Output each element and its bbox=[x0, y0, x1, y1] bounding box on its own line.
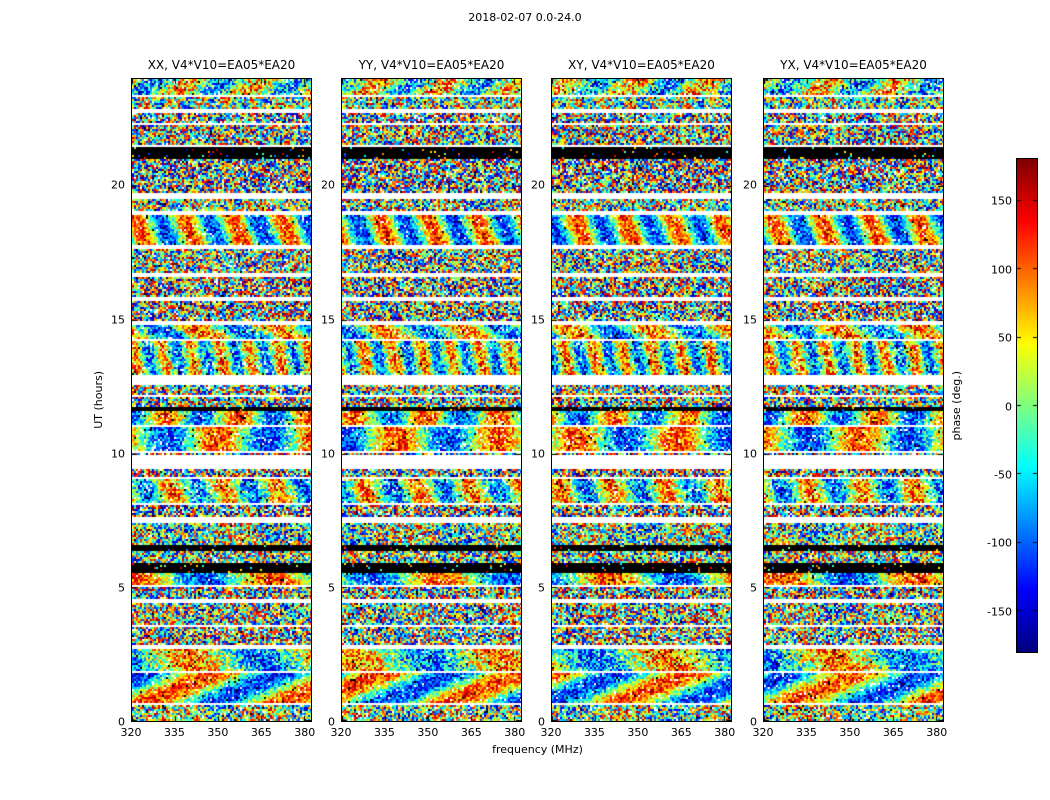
panel-title-xy: XY, V4*V10=EA05*EA20 bbox=[568, 58, 715, 72]
x-tick-label: 365 bbox=[670, 726, 692, 739]
figure-title: 2018-02-07 0.0-24.0 bbox=[468, 11, 582, 24]
colorbar-tick-label: -50 bbox=[994, 468, 1012, 482]
colorbar-tick-label: 100 bbox=[991, 263, 1012, 277]
colorbar: 150 100 50 0 -50 -100 -150 bbox=[987, 158, 1038, 653]
x-tick-label: 365 bbox=[250, 726, 272, 739]
y-tick-label: 10 bbox=[111, 447, 125, 461]
y-tick-label: 5 bbox=[118, 581, 125, 595]
y-tick-label: 0 bbox=[750, 715, 757, 729]
heatmap-canvas-yy bbox=[342, 79, 521, 721]
spectrogram-yy bbox=[341, 78, 522, 722]
spectrogram-xy bbox=[551, 78, 732, 722]
colorbar-tick-label: -100 bbox=[987, 536, 1012, 550]
heatmap-canvas-yx bbox=[764, 79, 943, 721]
x-tick-label: 335 bbox=[373, 726, 395, 739]
y-tick-label: 15 bbox=[321, 313, 335, 326]
colorbar-tick-label: 50 bbox=[998, 331, 1012, 345]
x-tick-label: 320 bbox=[120, 726, 142, 739]
y-tick-label: 20 bbox=[321, 178, 335, 192]
panel-title-yy: YY, V4*V10=EA05*EA20 bbox=[358, 58, 505, 72]
x-tick-label: 350 bbox=[207, 726, 229, 739]
x-axis-label: frequency (MHz) bbox=[492, 743, 583, 756]
x-tick-label: 365 bbox=[882, 726, 904, 739]
x-tick-label: 350 bbox=[839, 726, 861, 739]
colorbar-tick-label: 150 bbox=[991, 194, 1012, 208]
panel-xy: XY, V4*V10=EA05*EA20 320 335 350 365 380 0 5 10… bbox=[531, 58, 736, 768]
colorbar-tick-label: -150 bbox=[987, 605, 1012, 619]
y-axis-label: UT (hours) bbox=[91, 371, 105, 429]
x-tick-label: 320 bbox=[330, 726, 352, 739]
y-tick-label: 20 bbox=[531, 178, 545, 192]
x-tick-label: 380 bbox=[504, 726, 526, 739]
y-tick-label: 15 bbox=[531, 313, 545, 326]
y-tick-label: 10 bbox=[321, 447, 335, 461]
x-tick-label: 365 bbox=[460, 726, 482, 739]
panel-yx: YX, V4*V10=EA05*EA20 320 335 350 365 380 0 5 10… bbox=[743, 58, 948, 768]
x-tick-label: 380 bbox=[926, 726, 948, 739]
heatmap-canvas-xy bbox=[552, 79, 731, 721]
colorbar-gradient bbox=[1017, 159, 1037, 652]
heatmap-canvas-xx bbox=[132, 79, 311, 721]
y-tick-label: 15 bbox=[111, 313, 125, 326]
panel-yy: YY, V4*V10=EA05*EA20 320 335 350 365 380 0 5 10… bbox=[321, 58, 526, 768]
x-tick-label: 335 bbox=[583, 726, 605, 739]
colorbar-label: phase (deg.) bbox=[949, 370, 963, 441]
panel-xx: XX, V4*V10=EA05*EA20 320 335 350 365 380 0 5 10… bbox=[111, 58, 316, 768]
spectrogram-yx bbox=[763, 78, 944, 722]
y-tick-label: 20 bbox=[743, 178, 757, 192]
y-tick-label: 0 bbox=[118, 715, 125, 729]
y-tick-label: 0 bbox=[538, 715, 545, 729]
colorbar-tick-label: 0 bbox=[1005, 400, 1012, 413]
x-tick-label: 380 bbox=[714, 726, 736, 739]
x-tick-label: 335 bbox=[795, 726, 817, 739]
x-tick-label: 320 bbox=[752, 726, 774, 739]
x-tick-label: 335 bbox=[163, 726, 185, 739]
panel-title-xx: XX, V4*V10=EA05*EA20 bbox=[147, 58, 296, 72]
x-tick-label: 380 bbox=[294, 726, 316, 739]
panel-title-yx: YX, V4*V10=EA05*EA20 bbox=[780, 58, 927, 72]
y-tick-label: 10 bbox=[531, 447, 545, 461]
y-tick-label: 10 bbox=[743, 447, 757, 461]
y-tick-label: 5 bbox=[538, 581, 545, 595]
y-tick-label: 15 bbox=[743, 313, 757, 326]
x-tick-label: 350 bbox=[417, 726, 439, 739]
x-tick-label: 320 bbox=[540, 726, 562, 739]
y-tick-label: 5 bbox=[750, 581, 757, 595]
spectrogram-xx bbox=[131, 78, 312, 722]
y-tick-label: 0 bbox=[328, 715, 335, 729]
y-tick-label: 5 bbox=[328, 581, 335, 595]
y-tick-label: 20 bbox=[111, 178, 125, 192]
x-tick-label: 350 bbox=[627, 726, 649, 739]
